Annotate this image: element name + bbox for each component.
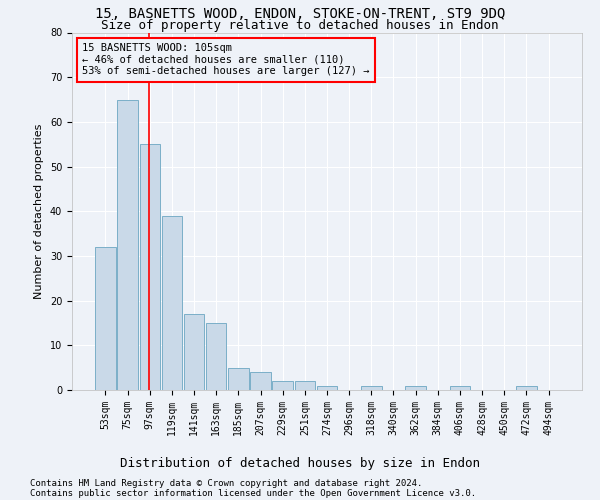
Bar (228, 368, 248, 390)
Text: Size of property relative to detached houses in Endon: Size of property relative to detached ho… (101, 18, 499, 32)
Text: Contains HM Land Registry data © Crown copyright and database right 2024.: Contains HM Land Registry data © Crown c… (30, 479, 422, 488)
Bar (184, 314, 204, 390)
Bar (140, 144, 160, 390)
Text: 15, BASNETTS WOOD, ENDON, STOKE-ON-TRENT, ST9 9DQ: 15, BASNETTS WOOD, ENDON, STOKE-ON-TRENT… (95, 8, 505, 22)
Bar (250, 372, 271, 390)
Bar (95, 247, 116, 390)
Bar (206, 323, 226, 390)
Text: Contains public sector information licensed under the Open Government Licence v3: Contains public sector information licen… (30, 489, 476, 498)
Bar (295, 381, 315, 390)
Bar (118, 100, 138, 390)
Bar (317, 386, 337, 390)
Y-axis label: Number of detached properties: Number of detached properties (34, 124, 44, 299)
Bar (361, 386, 382, 390)
Bar (516, 386, 536, 390)
Bar (450, 386, 470, 390)
Bar (161, 216, 182, 390)
Text: 15 BASNETTS WOOD: 105sqm
← 46% of detached houses are smaller (110)
53% of semi-: 15 BASNETTS WOOD: 105sqm ← 46% of detach… (82, 43, 370, 76)
Bar (406, 386, 426, 390)
Text: Distribution of detached houses by size in Endon: Distribution of detached houses by size … (120, 458, 480, 470)
Bar (272, 381, 293, 390)
